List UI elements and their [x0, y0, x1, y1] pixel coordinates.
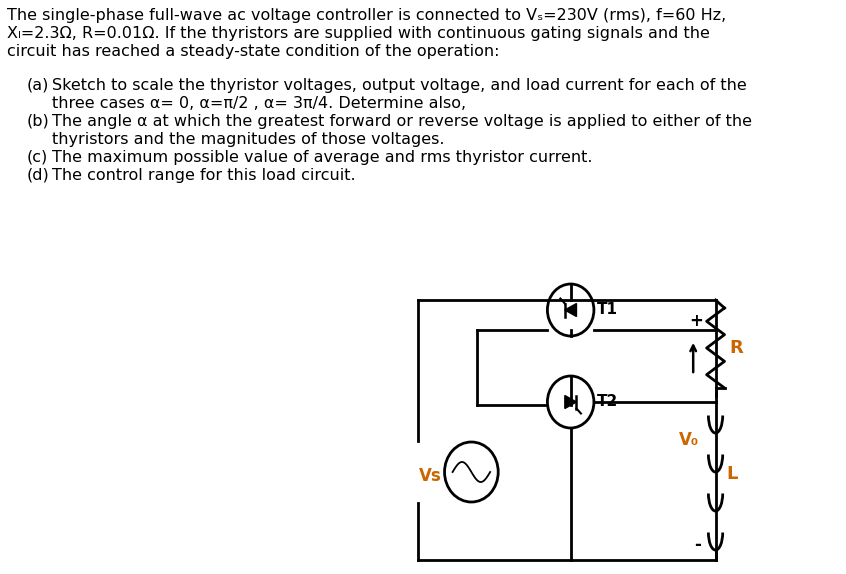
Text: Vs: Vs — [419, 467, 442, 485]
Text: The angle α at which the greatest forward or reverse voltage is applied to eithe: The angle α at which the greatest forwar… — [52, 114, 752, 129]
Text: R: R — [729, 339, 743, 357]
Text: T2: T2 — [596, 394, 618, 409]
Text: The maximum possible value of average and rms thyristor current.: The maximum possible value of average an… — [52, 150, 592, 165]
Text: circuit has reached a steady-state condition of the operation:: circuit has reached a steady-state condi… — [7, 44, 500, 59]
Text: Sketch to scale the thyristor voltages, output voltage, and load current for eac: Sketch to scale the thyristor voltages, … — [52, 78, 747, 93]
Text: (b): (b) — [27, 114, 50, 129]
Text: +: + — [689, 312, 703, 330]
Text: V₀: V₀ — [678, 431, 699, 449]
Polygon shape — [565, 395, 576, 409]
Text: L: L — [726, 465, 738, 483]
Text: T1: T1 — [596, 302, 618, 317]
Text: (c): (c) — [27, 150, 48, 165]
Text: three cases α= 0, α=π/2 , α= 3π/4. Determine also,: three cases α= 0, α=π/2 , α= 3π/4. Deter… — [52, 96, 466, 111]
Polygon shape — [565, 304, 576, 316]
Text: -: - — [695, 536, 701, 554]
Text: (d): (d) — [27, 168, 50, 183]
Text: The single-phase full-wave ac voltage controller is connected to Vₛ=230V (rms), : The single-phase full-wave ac voltage co… — [7, 8, 727, 23]
Text: (a): (a) — [27, 78, 49, 93]
Text: The control range for this load circuit.: The control range for this load circuit. — [52, 168, 355, 183]
Text: Xₗ=2.3Ω, R=0.01Ω. If the thyristors are supplied with continuous gating signals : Xₗ=2.3Ω, R=0.01Ω. If the thyristors are … — [7, 26, 710, 41]
Text: thyristors and the magnitudes of those voltages.: thyristors and the magnitudes of those v… — [52, 132, 444, 147]
